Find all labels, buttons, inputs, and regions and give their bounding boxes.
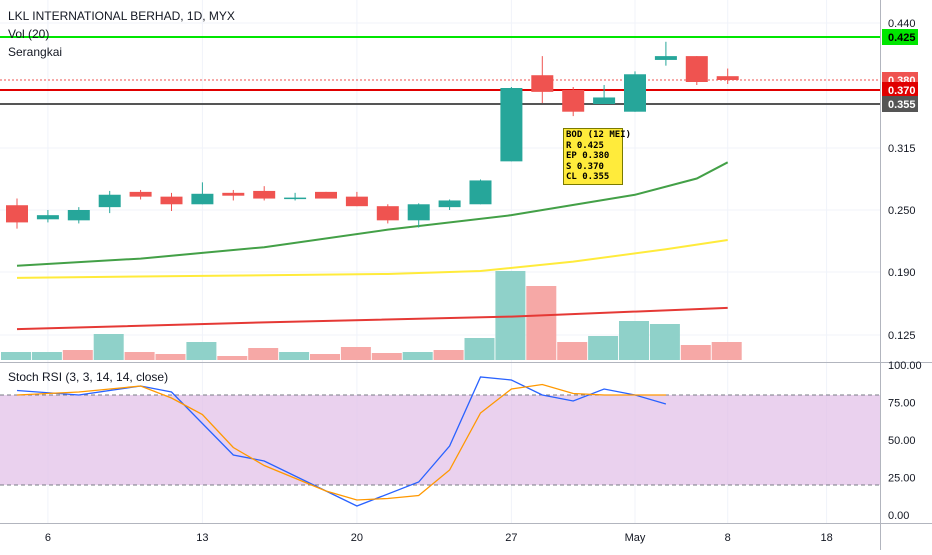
- price-tick-label: 0.190: [888, 267, 916, 279]
- candle-body: [438, 200, 461, 208]
- time-tick-label: 18: [820, 532, 832, 544]
- candle-body: [222, 192, 245, 196]
- price-tick-label: 0.440: [888, 18, 916, 30]
- volume-bar: [62, 350, 93, 360]
- price-level-label-bg: [882, 29, 918, 45]
- note-line-support: S 0.370: [566, 161, 604, 172]
- candle-body: [469, 180, 492, 205]
- candle-body: [562, 90, 585, 112]
- stoch-tick-label: 50.00: [888, 435, 916, 447]
- candle-body: [345, 196, 368, 207]
- candle-body: [624, 74, 646, 112]
- candle-body: [191, 193, 214, 205]
- series-legend: Serangkai: [8, 45, 63, 59]
- candle-body: [98, 194, 121, 208]
- price-level-label-bg: [882, 96, 918, 112]
- stoch-line: [16, 376, 667, 507]
- note-line-cutloss: CL 0.355: [566, 172, 610, 182]
- volume-bar: [186, 342, 217, 360]
- volume-bar: [649, 324, 680, 360]
- candle-body: [129, 191, 152, 197]
- time-tick-label: 20: [351, 532, 363, 544]
- moving-average-line: [16, 238, 728, 279]
- note-line-title: BOD (12 MEI): [566, 130, 632, 140]
- candle-body: [376, 206, 399, 221]
- volume-bar: [433, 350, 464, 360]
- time-tick-label: May: [625, 532, 646, 544]
- price-tick-label: 0.125: [888, 330, 916, 342]
- candle-body: [531, 75, 554, 92]
- volume-bar: [310, 354, 340, 360]
- time-tick-label: 8: [725, 532, 731, 544]
- volume-bar: [31, 352, 62, 360]
- candle-body: [6, 205, 28, 223]
- volume-bar: [680, 345, 711, 360]
- moving-average-line: [16, 161, 729, 267]
- stoch-tick-label: 100.00: [888, 360, 922, 372]
- time-tick-label: 6: [45, 532, 51, 544]
- volume-legend: Vol (20): [8, 27, 50, 41]
- candle-body: [253, 190, 276, 199]
- volume-bar: [124, 352, 155, 360]
- volume-bar: [711, 342, 742, 360]
- price-tick-label: 0.315: [888, 143, 916, 155]
- note-line-resistance: R 0.425: [566, 140, 604, 151]
- time-tick-label: 27: [505, 532, 517, 544]
- volume-bar: [279, 352, 310, 360]
- price-tick-label: 0.250: [888, 205, 916, 217]
- candle-body: [407, 204, 430, 221]
- volume-bar: [557, 342, 588, 360]
- price-level-label: 0.355: [888, 99, 916, 111]
- price-level-label-bg: [882, 82, 918, 98]
- volume-bar: [340, 347, 371, 360]
- volume-bar: [93, 334, 124, 360]
- price-level-label: 0.370: [888, 85, 916, 97]
- volume-bar: [526, 286, 557, 360]
- candle-body: [654, 56, 677, 60]
- candle-body: [315, 191, 337, 199]
- note-line-entry: EP 0.380: [566, 151, 610, 161]
- volume-bar: [217, 356, 248, 360]
- time-tick-label: 13: [196, 532, 208, 544]
- stoch-line: [16, 383, 666, 501]
- candle-body: [67, 210, 90, 221]
- volume-bar: [1, 352, 31, 360]
- volume-bar: [619, 321, 649, 360]
- volume-bar: [155, 354, 186, 360]
- candle-body: [36, 215, 59, 220]
- candle-body: [284, 197, 307, 200]
- candle-body: [716, 76, 739, 80]
- candle-body: [160, 196, 183, 205]
- candle-body: [500, 88, 523, 162]
- candle-body: [593, 97, 616, 104]
- stoch-tick-label: 75.00: [888, 398, 916, 410]
- volume-bar: [464, 338, 495, 360]
- stoch-rsi-legend: Stoch RSI (3, 3, 14, 14, close): [8, 370, 169, 384]
- stoch-band: [0, 395, 880, 485]
- moving-average-line: [16, 306, 728, 331]
- stoch-tick-label: 25.00: [888, 473, 916, 485]
- chart-title: LKL INTERNATIONAL BERHAD, 1D, MYX: [8, 9, 235, 23]
- candle-body: [685, 56, 708, 82]
- volume-bar: [588, 336, 619, 360]
- volume-bar: [402, 352, 433, 360]
- trade-note: BOD (12 MEI) R 0.425 EP 0.380 S 0.370 CL…: [563, 128, 632, 185]
- volume-bar: [371, 353, 402, 360]
- volume-bar: [248, 348, 279, 360]
- stoch-tick-label: 0.00: [888, 510, 909, 522]
- price-level-label: 0.425: [888, 32, 916, 44]
